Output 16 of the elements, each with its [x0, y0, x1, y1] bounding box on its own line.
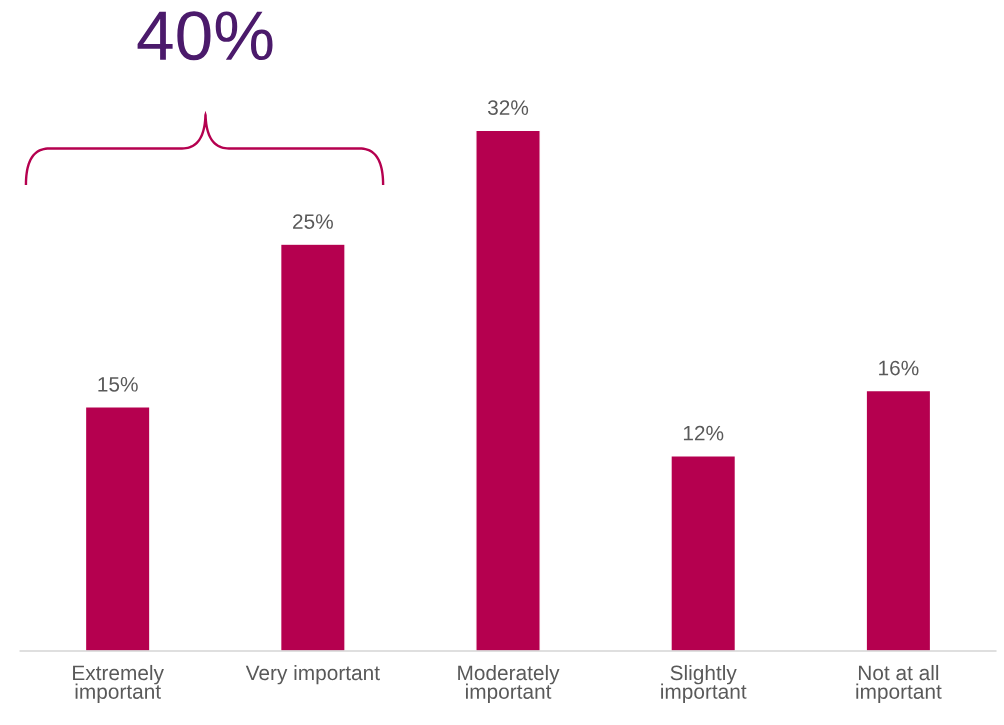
x-tick-label: Very important — [245, 664, 380, 685]
data-label: 32% — [487, 100, 529, 115]
x-tick-label: Not at all important — [856, 664, 942, 704]
x-tick-label: Slightly important — [661, 664, 747, 704]
bar — [279, 243, 346, 652]
data-label: 12% — [683, 425, 724, 441]
bar — [865, 389, 932, 652]
bar — [475, 129, 541, 652]
data-label: 16% — [879, 360, 919, 376]
bar — [670, 455, 737, 652]
bar — [84, 406, 151, 652]
x-tick-label: Extremely important — [73, 664, 164, 704]
text: 40% — [137, 11, 273, 61]
data-label: 25% — [293, 214, 333, 229]
data-label: 15% — [98, 377, 138, 392]
x-tick-label: Moderately important — [458, 664, 560, 704]
